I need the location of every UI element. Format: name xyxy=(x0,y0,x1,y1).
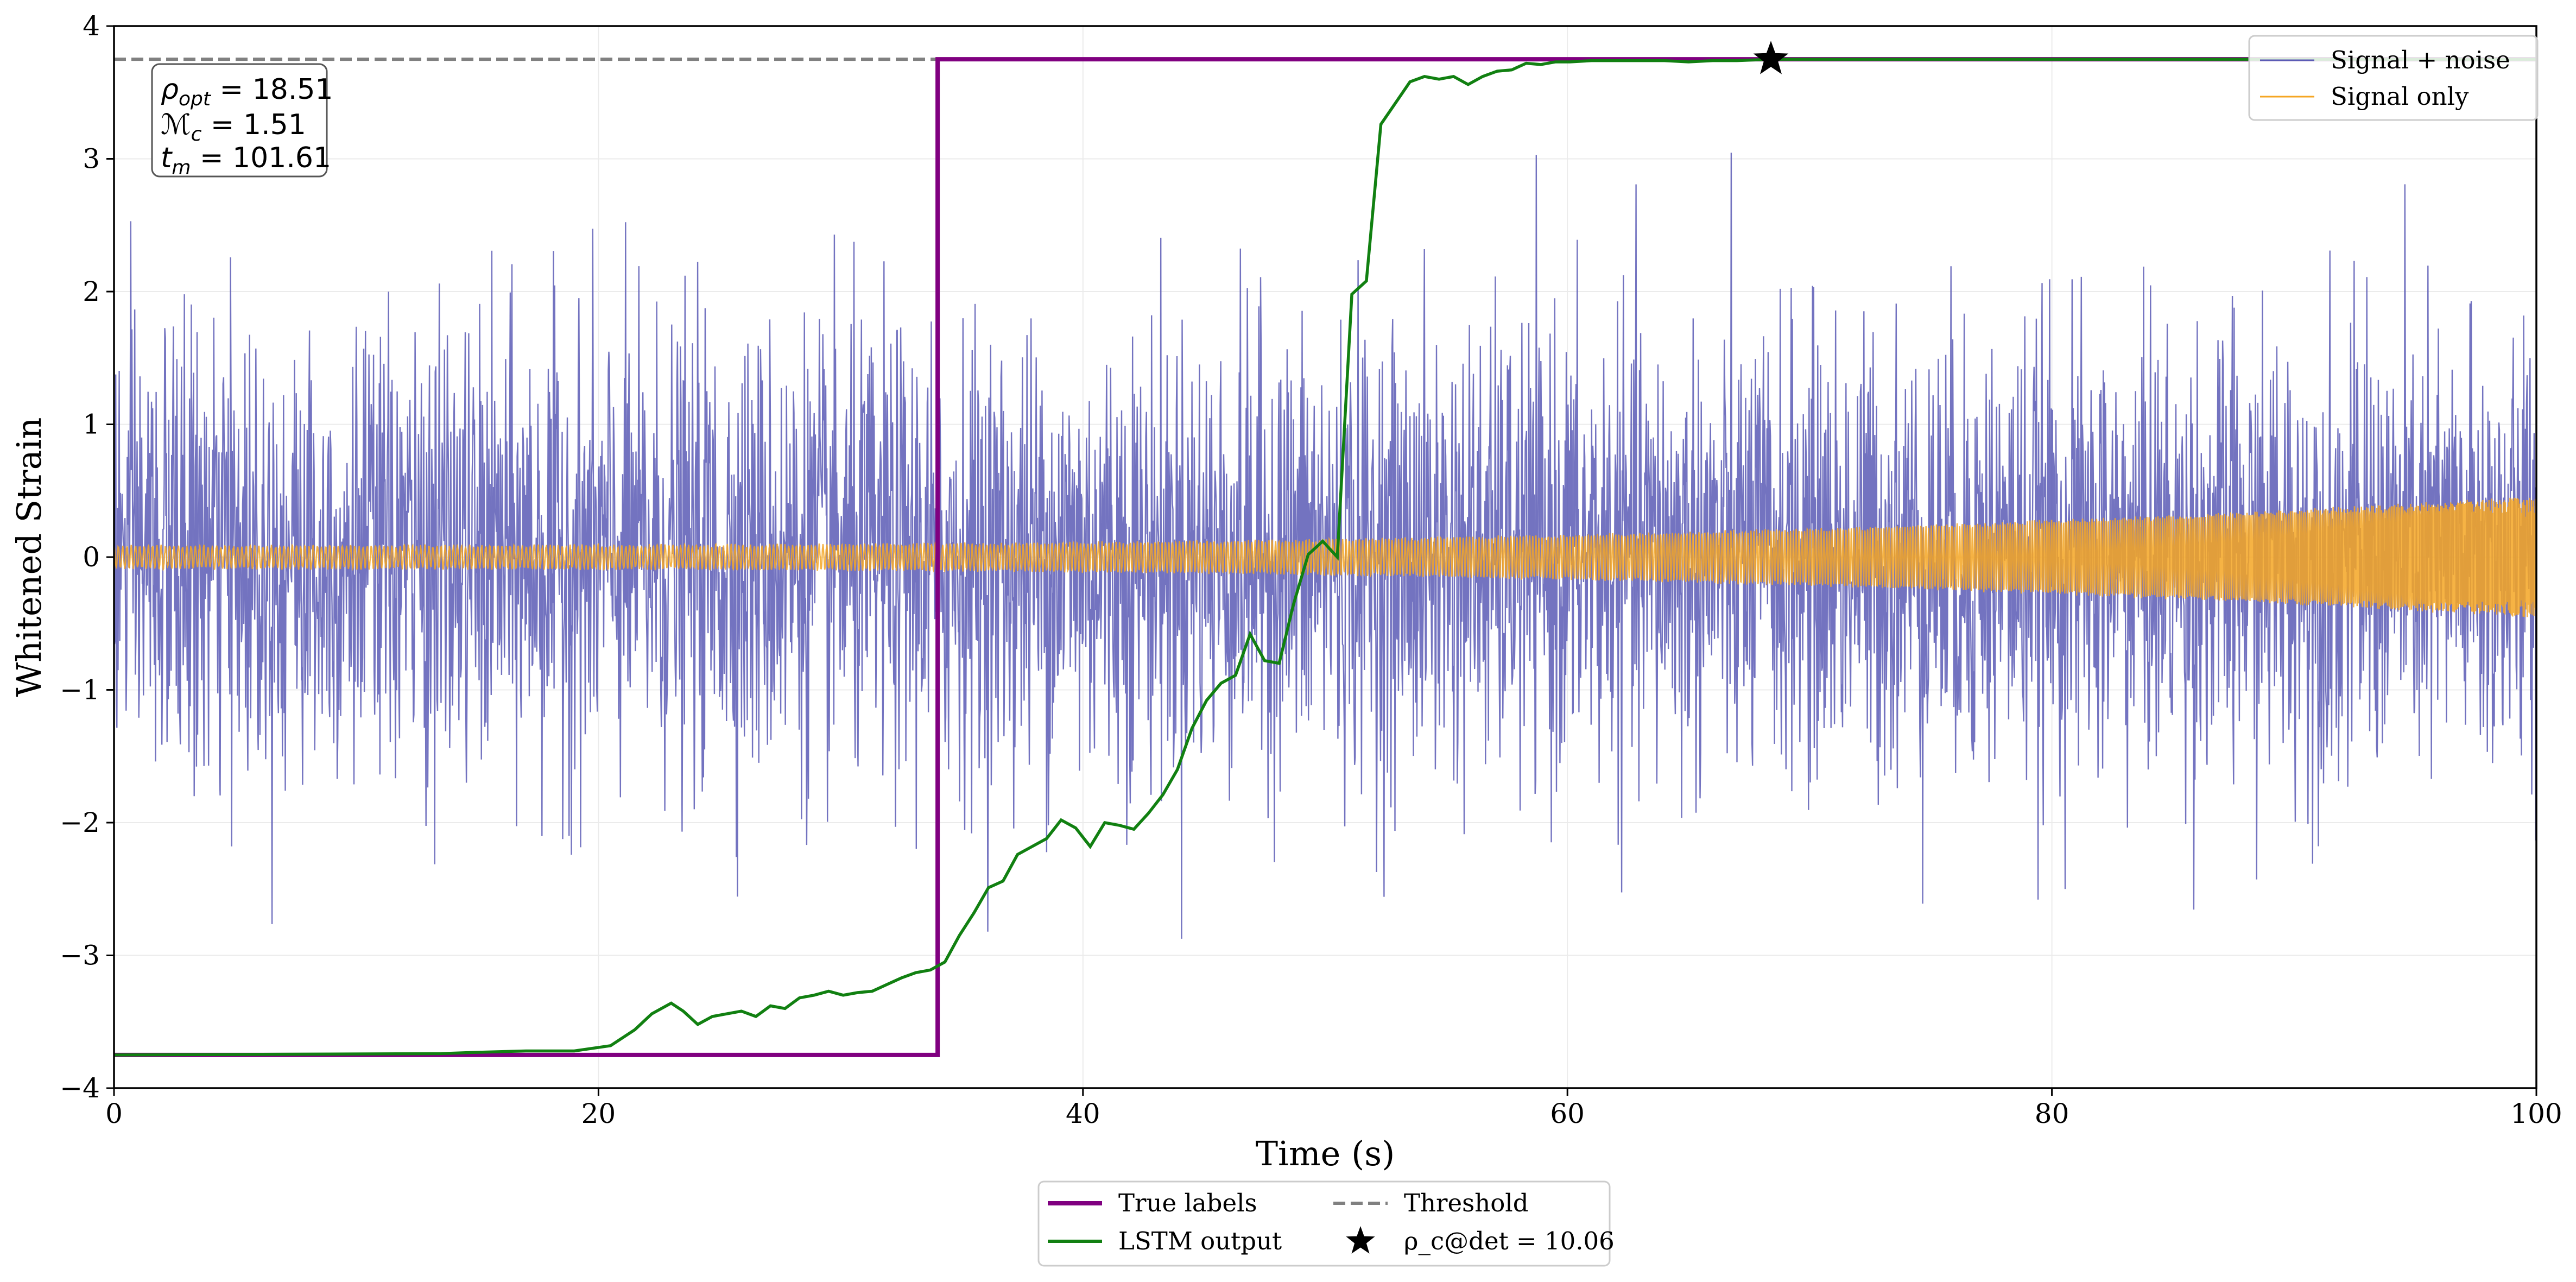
legend-lower-frame xyxy=(1037,1180,1611,1267)
annotation-line-chirp-mass: ℳc = 1.51 xyxy=(161,109,306,146)
annotation-subscript: m xyxy=(172,156,191,179)
y-tick-label: 0 xyxy=(83,541,100,573)
series-signal-noise xyxy=(114,153,2536,939)
y-tick-label: 1 xyxy=(83,409,100,440)
annotation-value: = 101.61 xyxy=(191,142,331,174)
detection-star-marker xyxy=(1753,41,1789,74)
annotation-symbol: ℳ xyxy=(161,109,191,141)
x-tick-label: 0 xyxy=(105,1098,123,1129)
x-tick-label: 20 xyxy=(581,1098,616,1129)
x-axis-label: Time (s) xyxy=(1256,1134,1395,1173)
y-tick-label: −1 xyxy=(60,674,100,706)
legend-upper: Signal + noise Signal only xyxy=(2248,35,2539,121)
series-signal-only xyxy=(114,497,2536,617)
y-tick-label: 2 xyxy=(83,276,100,307)
y-tick-label: 4 xyxy=(83,10,100,42)
legend-lower: True labels LSTM output Threshold ρ_c@de… xyxy=(1037,1180,1615,1267)
annotation-subscript: opt xyxy=(179,88,212,110)
annotation-box: ρopt = 18.51 ℳc = 1.51 tm = 101.61 xyxy=(151,63,333,179)
legend-label-lstm-output: LSTM output xyxy=(1118,1227,1282,1255)
annotation-subscript: c xyxy=(191,123,202,146)
annotation-frame xyxy=(151,63,328,178)
x-tick-label: 80 xyxy=(2035,1098,2069,1129)
legend-label-signal-noise: Signal + noise xyxy=(2331,46,2510,74)
annotation-value: = 1.51 xyxy=(201,109,306,141)
x-tick-label: 40 xyxy=(1066,1098,1100,1129)
axis-ticks: 0 20 40 60 80 100 −4 −3 −2 −1 0 1 2 3 4 xyxy=(60,10,2562,1129)
annotation-line-merger-time: tm = 101.61 xyxy=(161,142,331,179)
x-tick-label: 60 xyxy=(1550,1098,1585,1129)
series-lstm-output xyxy=(114,58,2536,1057)
y-axis-label: Whitened Strain xyxy=(9,418,49,697)
series-layer xyxy=(114,41,2536,1057)
legend-label-true-labels: True labels xyxy=(1118,1189,1257,1217)
series-clip-group xyxy=(114,57,2536,1057)
annotation-value: = 18.51 xyxy=(211,73,333,106)
y-tick-label: 3 xyxy=(83,143,100,175)
legend-label-signal-only: Signal only xyxy=(2331,82,2469,111)
legend-label-threshold: Threshold xyxy=(1404,1189,1529,1217)
annotation-line-rho-opt: ρopt = 18.51 xyxy=(161,73,333,110)
annotation-symbol: ρ xyxy=(161,73,179,106)
y-tick-label: −4 xyxy=(60,1072,100,1104)
y-tick-label: −2 xyxy=(60,807,100,838)
x-tick-label: 100 xyxy=(2510,1098,2562,1129)
legend-star-icon xyxy=(1346,1226,1375,1254)
y-tick-label: −3 xyxy=(60,940,100,971)
annotation-symbol: t xyxy=(161,142,173,174)
legend-label-detection: ρ_c@det = 10.06 xyxy=(1404,1227,1615,1255)
legend-upper-frame xyxy=(2248,35,2539,121)
